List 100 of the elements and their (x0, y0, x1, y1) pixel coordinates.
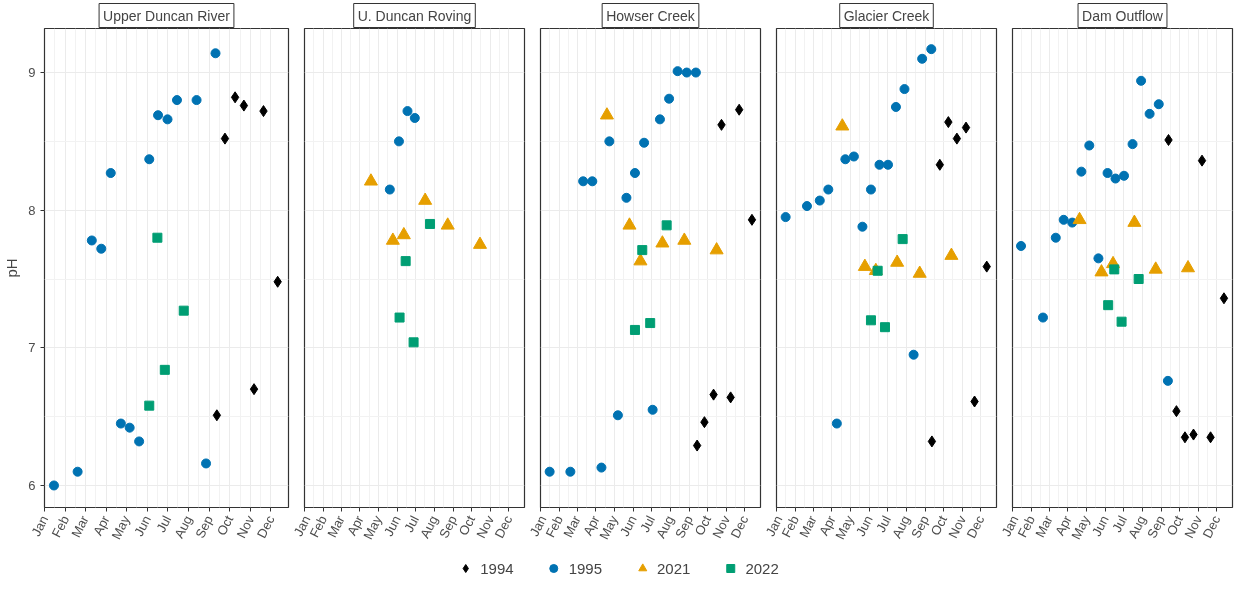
point (1181, 259, 1196, 273)
point (1133, 274, 1144, 285)
point (823, 184, 834, 195)
point (865, 315, 876, 326)
point (1072, 211, 1087, 225)
point (1148, 261, 1163, 274)
point (1116, 316, 1127, 327)
point (857, 221, 868, 232)
point (672, 66, 683, 77)
point (1136, 75, 1147, 86)
point (134, 436, 145, 447)
x-tick-label: Jun (131, 513, 154, 539)
point (1076, 166, 1087, 177)
point (661, 220, 672, 231)
point (115, 418, 126, 429)
point (1162, 375, 1173, 386)
point (1119, 170, 1130, 181)
point (425, 218, 436, 229)
point (587, 176, 598, 187)
point (105, 168, 116, 179)
point (709, 242, 724, 255)
point (629, 168, 640, 179)
point (1094, 264, 1109, 277)
point (629, 324, 640, 335)
point (230, 91, 240, 104)
point (385, 232, 400, 245)
point (409, 112, 420, 123)
point (201, 458, 212, 469)
point (440, 217, 455, 230)
point (944, 247, 959, 260)
legend-label: 1994 (480, 559, 514, 577)
point (780, 212, 791, 223)
chart-title: U. Duncan Roving (357, 7, 472, 24)
y-tick-label: 6 (28, 477, 36, 493)
point (544, 466, 555, 477)
point (86, 235, 97, 246)
point (857, 258, 872, 271)
point (1180, 431, 1190, 444)
point (1153, 99, 1164, 110)
point (747, 213, 757, 226)
point (384, 184, 395, 195)
point (890, 101, 901, 112)
point (912, 265, 927, 278)
point (599, 107, 614, 120)
point (393, 136, 404, 147)
point (637, 245, 648, 256)
point (647, 404, 658, 415)
point (612, 410, 623, 421)
point (681, 67, 692, 78)
point (171, 95, 182, 106)
point (633, 253, 648, 266)
point (596, 462, 607, 473)
point (565, 466, 576, 477)
x-tick-label: Aug (889, 513, 913, 541)
point (1127, 214, 1142, 227)
point (874, 159, 885, 170)
point (162, 114, 173, 125)
point (363, 173, 378, 186)
point (1103, 300, 1114, 311)
point (645, 318, 656, 329)
point (400, 256, 411, 267)
point (144, 154, 155, 165)
point (865, 184, 876, 195)
point (1037, 312, 1048, 323)
point (153, 110, 164, 121)
point (578, 176, 589, 187)
point (677, 232, 692, 245)
point (952, 132, 962, 145)
point (1102, 168, 1113, 179)
point (144, 400, 155, 411)
point (96, 243, 107, 254)
point (159, 364, 170, 375)
point (418, 192, 433, 205)
point (908, 349, 919, 360)
y-tick-label: 8 (28, 202, 36, 218)
point (622, 217, 637, 230)
point (1109, 264, 1120, 275)
point (1050, 232, 1061, 243)
point (927, 435, 937, 448)
point (249, 383, 259, 396)
point (1016, 240, 1027, 251)
point (690, 67, 701, 78)
point (604, 136, 615, 147)
y-tick-label: 7 (28, 340, 36, 356)
legend-label: 1995 (568, 559, 602, 577)
point (848, 151, 859, 162)
point (1197, 154, 1207, 167)
point (840, 154, 851, 165)
point (178, 305, 189, 316)
chart-title: Glacier Creek (843, 7, 931, 24)
chart-title: Dam Outflow (1082, 7, 1164, 24)
point (835, 118, 850, 131)
legend-label: 2021 (657, 559, 691, 577)
legend-label: 2022 (745, 559, 779, 577)
point (814, 195, 825, 206)
point (1110, 173, 1121, 184)
point (621, 192, 632, 203)
point (1058, 214, 1069, 225)
point (408, 337, 419, 348)
point (654, 114, 665, 125)
